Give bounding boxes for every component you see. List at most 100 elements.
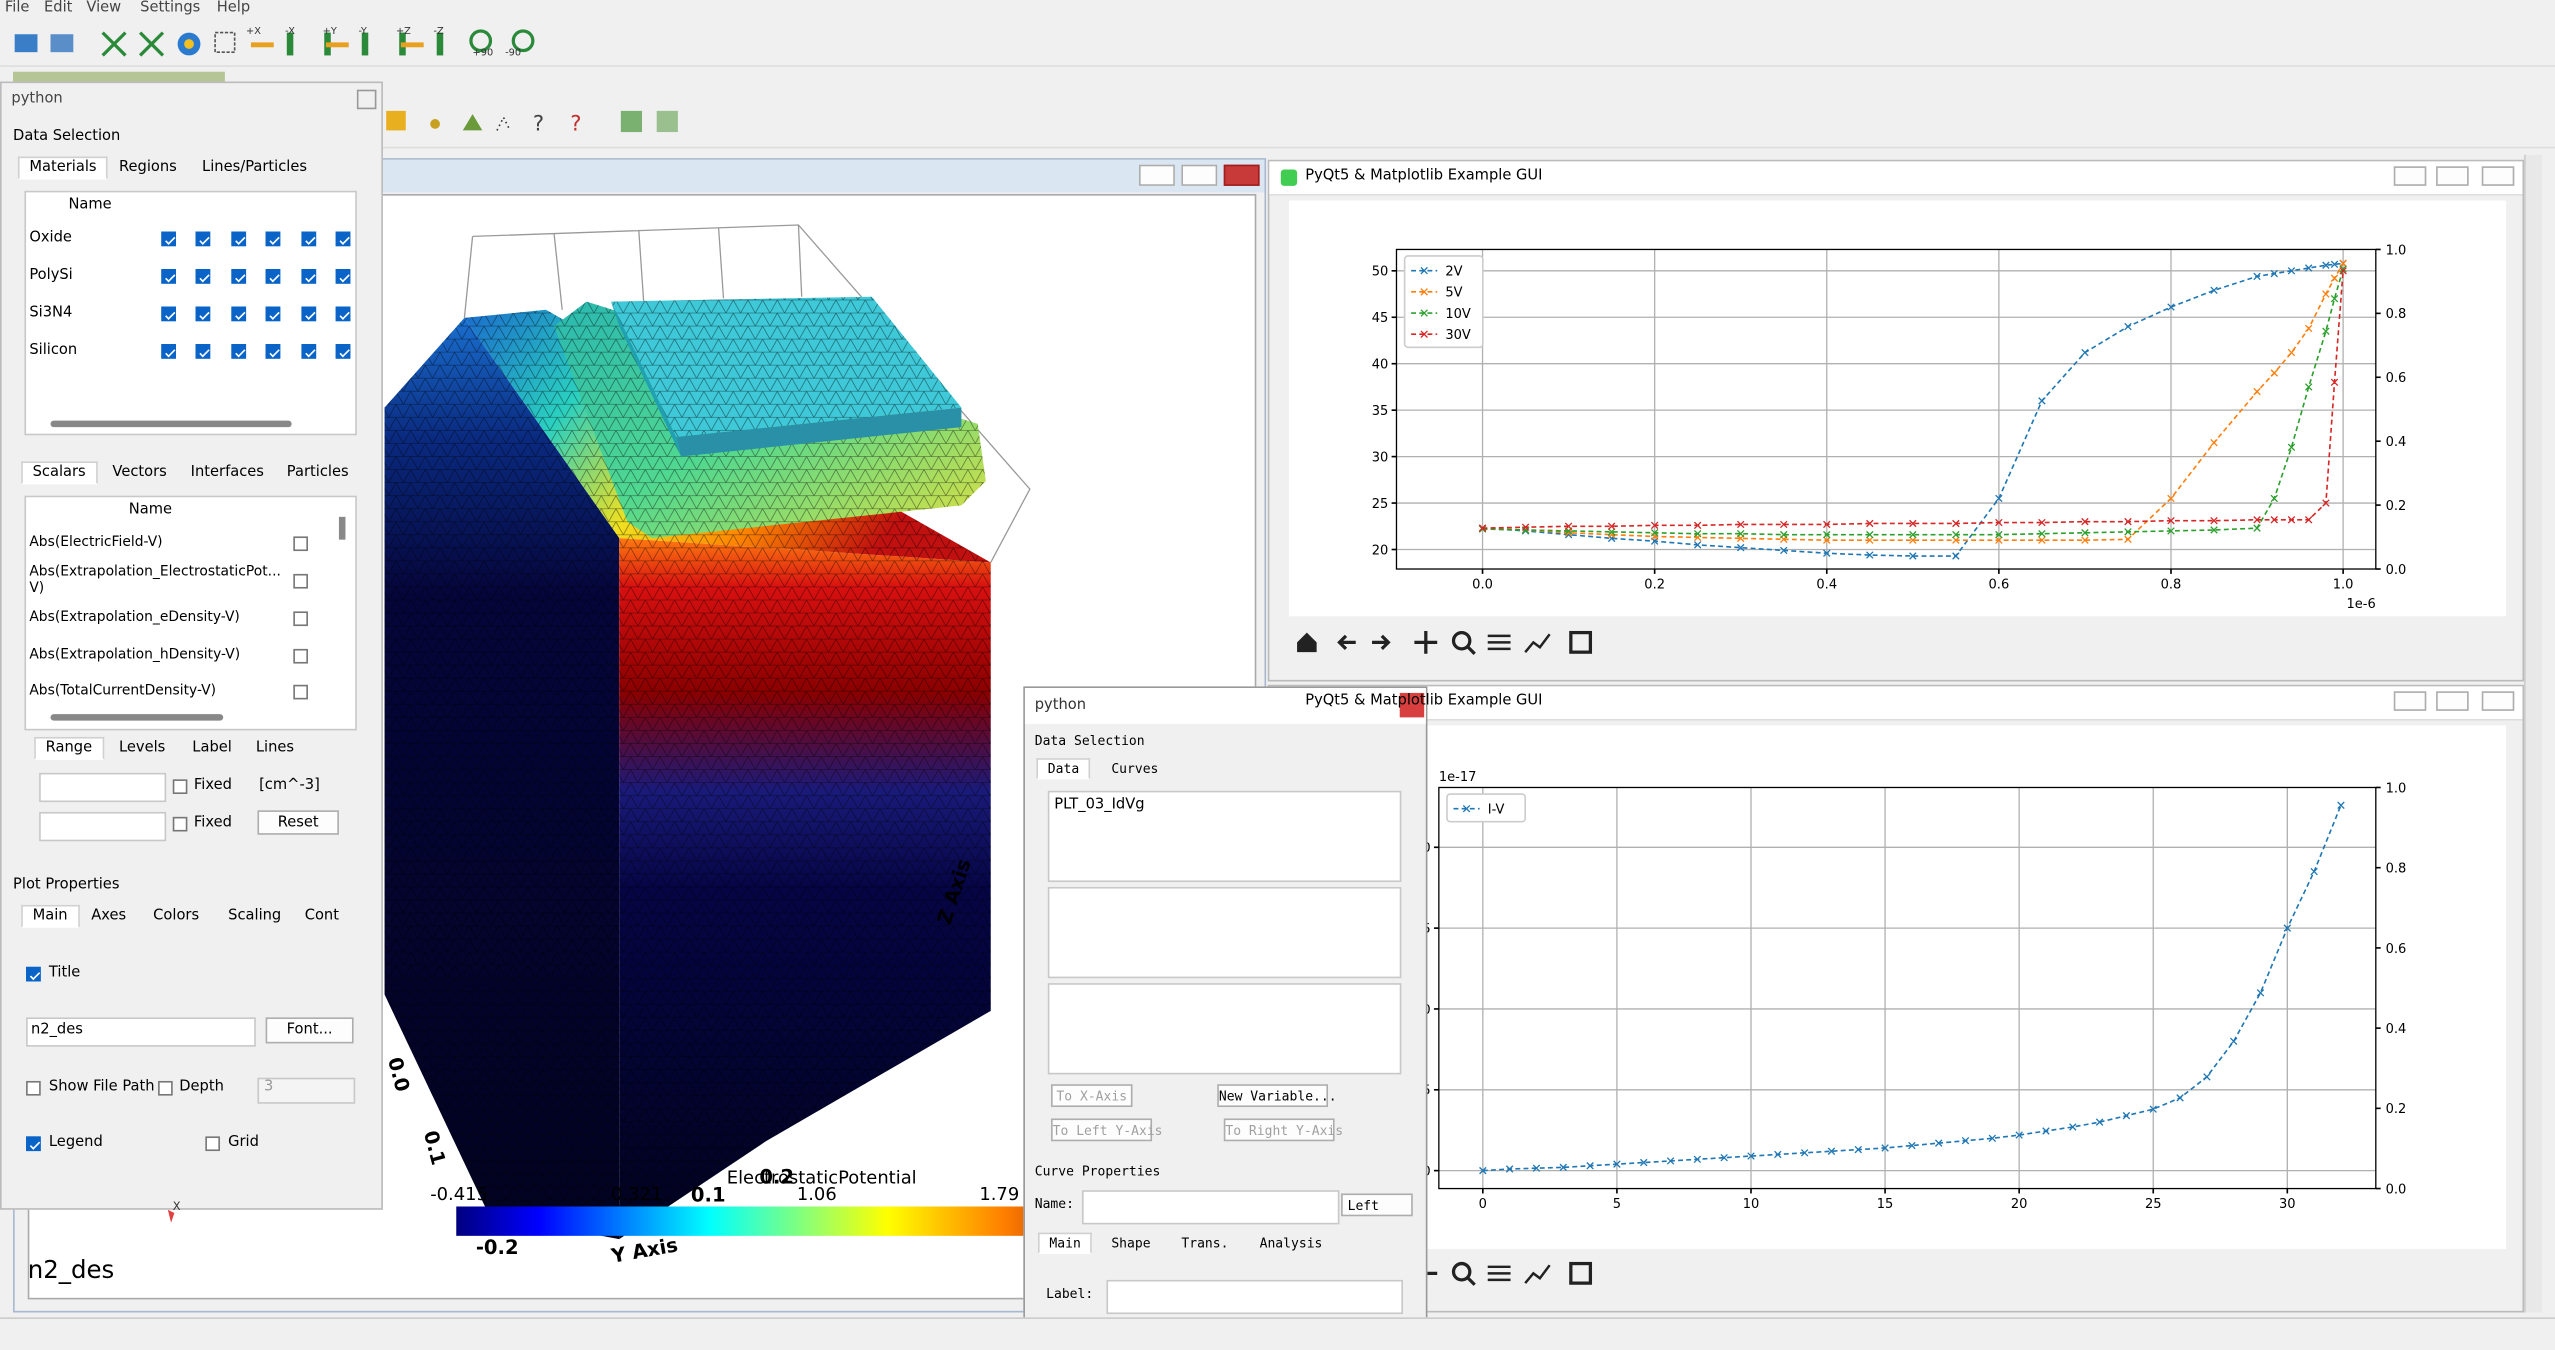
tab[interactable]: Regions [118,159,177,177]
maximize-button[interactable] [2436,166,2469,186]
tab[interactable]: Particles [286,464,349,481]
checkbox[interactable] [301,344,317,359]
checkbox[interactable] [195,269,211,284]
button[interactable]: Reset [257,810,339,835]
toolbar-label[interactable]: -90 [505,47,522,59]
tab[interactable]: Colors [153,908,200,925]
tab[interactable]: Curves [1111,761,1159,777]
tab[interactable]: Lines [255,740,295,757]
list-box[interactable] [1047,790,1402,883]
toolbar-label[interactable]: +90 [472,47,494,59]
tab[interactable]: Axes [91,908,127,925]
checkbox[interactable] [195,306,211,322]
tab[interactable]: Label [192,740,232,757]
checkbox[interactable] [172,816,188,832]
checkbox[interactable] [195,231,211,247]
close-button[interactable] [2481,166,2515,186]
maximize-button[interactable] [1181,164,1218,186]
checkbox[interactable] [158,1080,173,1096]
checkbox[interactable] [301,269,317,284]
menu-item[interactable]: File [4,0,30,17]
checkbox[interactable] [161,269,176,284]
button[interactable]: Font... [265,1017,354,1044]
checkbox[interactable] [26,1080,41,1096]
checkbox[interactable] [301,231,317,247]
checkbox[interactable] [335,269,351,284]
toolbar-label[interactable]: +Y [322,26,337,38]
tab[interactable]: Vectors [112,464,167,481]
tab[interactable]: Main [1037,1232,1093,1254]
toolbar-label[interactable]: -X [285,26,295,38]
text-input[interactable] [26,1017,256,1047]
checkbox[interactable] [335,231,351,247]
checkbox[interactable] [265,306,281,322]
button[interactable]: To Left Y-Axis [1051,1118,1163,1142]
tab[interactable]: Data [1036,758,1091,780]
checkbox[interactable] [231,269,247,284]
tab[interactable]: Materials [17,156,108,180]
checkbox[interactable] [231,306,247,322]
minimize-button[interactable] [2393,691,2427,711]
close-button[interactable] [1223,164,1260,186]
text-input[interactable] [39,811,167,842]
tab[interactable]: Scalars [21,461,98,485]
tab[interactable]: Analysis [1259,1235,1323,1251]
spin-box[interactable] [257,1077,356,1104]
scrollbar[interactable] [50,714,224,721]
tab[interactable]: Shape [1111,1235,1151,1251]
tab[interactable]: Levels [118,740,166,757]
checkbox[interactable] [161,344,176,359]
list-item[interactable]: PLT_03_IdVg [1054,797,1145,814]
button[interactable]: To X-Axis [1051,1084,1133,1108]
checkbox[interactable] [293,648,308,664]
tab[interactable]: Lines/Particles [202,159,308,177]
checkbox[interactable] [231,344,247,359]
minimize-button[interactable] [1139,164,1175,186]
tab[interactable]: Range [34,736,104,760]
scrollbar[interactable] [338,516,346,540]
scrollbar[interactable] [50,420,292,428]
checkbox[interactable] [293,684,308,700]
checkbox[interactable] [265,269,281,284]
checkbox[interactable] [195,344,211,359]
tab[interactable]: Scaling [228,908,282,925]
menu-item[interactable]: View [86,0,122,17]
button[interactable]: To Right Y-Axis [1223,1118,1343,1142]
checkbox[interactable] [26,966,41,982]
menu-item[interactable]: Settings [140,0,201,17]
checkbox[interactable] [265,344,281,359]
tab[interactable]: Cont [304,908,339,925]
combo-box[interactable]: Left [1341,1193,1413,1217]
menu-item[interactable]: Help [216,0,251,17]
list-box[interactable] [1047,983,1402,1075]
text-input[interactable] [1106,1279,1403,1315]
minimize-button[interactable] [2393,166,2427,186]
checkbox[interactable] [161,306,176,322]
scrollbar[interactable] [2524,154,2543,1313]
checkbox[interactable] [335,306,351,322]
checkbox[interactable] [172,779,188,795]
tab[interactable]: Interfaces [190,464,264,481]
toolbar-label[interactable]: +Z [395,26,411,38]
checkbox[interactable] [335,344,351,359]
close-button[interactable] [2481,691,2515,711]
text-input[interactable] [39,772,167,803]
toolbar-label[interactable]: -Y [358,26,367,38]
checkbox[interactable] [293,573,308,589]
checkbox[interactable] [205,1136,220,1152]
checkbox[interactable] [26,1136,41,1152]
close-button[interactable] [1399,692,1425,718]
toolbar-label[interactable]: +X [246,26,261,38]
maximize-button[interactable] [2436,691,2469,711]
checkbox[interactable] [293,611,308,627]
checkbox[interactable] [293,536,308,552]
button[interactable]: New Variable... [1217,1084,1337,1108]
checkbox[interactable] [301,306,317,322]
tab[interactable]: Trans. [1181,1235,1229,1251]
checkbox[interactable] [265,231,281,247]
menu-item[interactable]: Edit [43,0,73,17]
list-box[interactable] [1047,886,1402,979]
checkbox[interactable] [231,231,247,247]
toolbar-label[interactable]: -Z [433,26,444,38]
checkbox[interactable] [161,231,176,247]
